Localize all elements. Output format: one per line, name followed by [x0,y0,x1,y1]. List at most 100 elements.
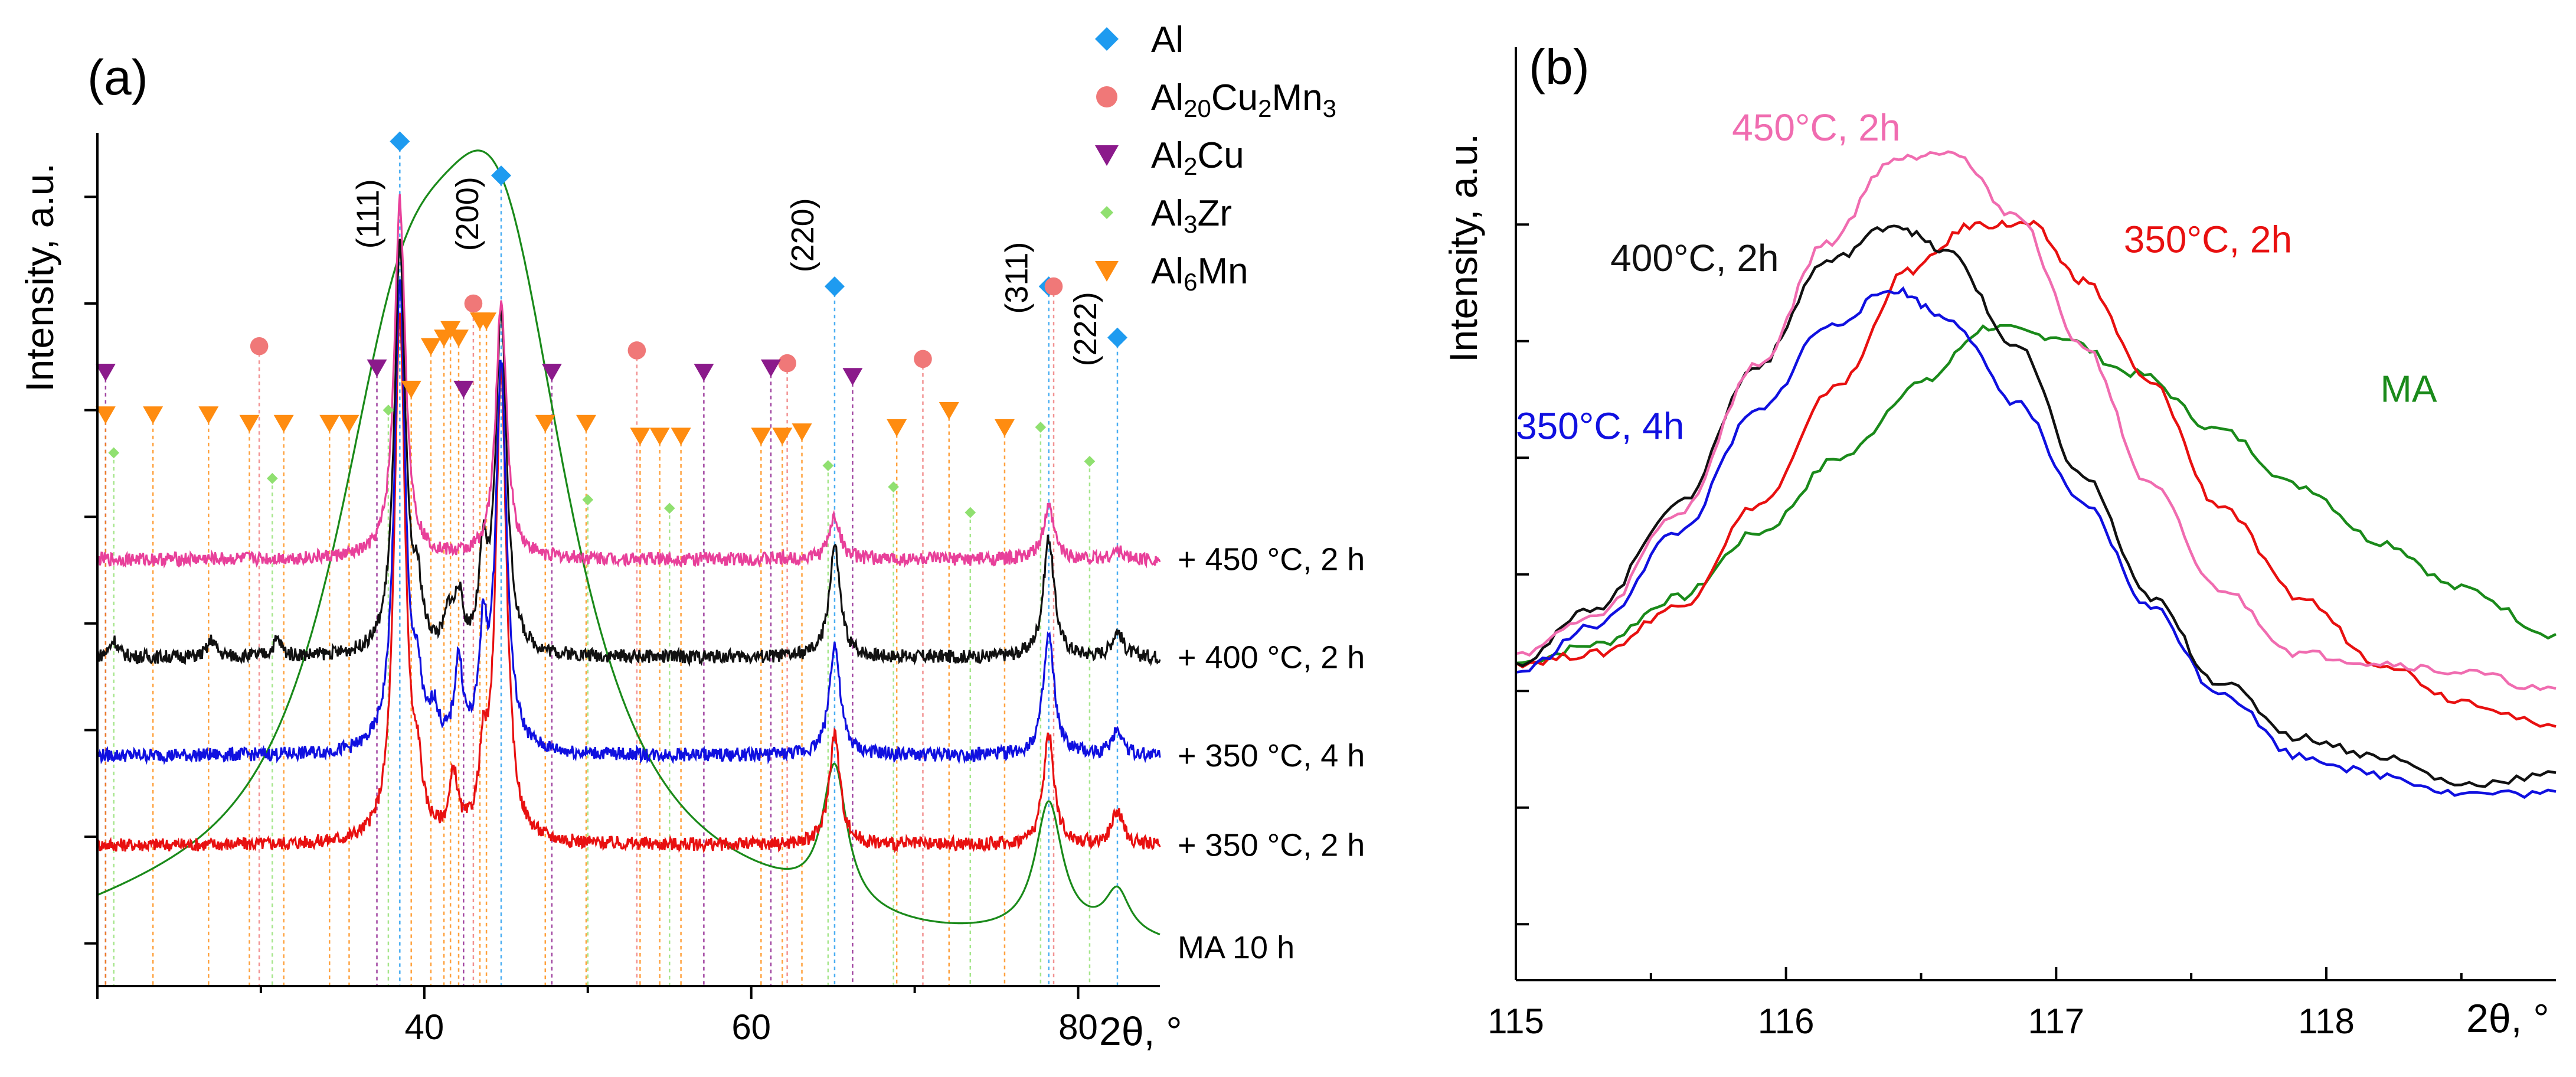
phase-marker [476,312,497,331]
intensity-line [1515,286,2557,799]
miller-index-label: (311) [999,242,1035,314]
phase-markers [95,27,1127,518]
legend-label: Al2Cu [1151,135,1244,180]
miller-index-label: (220) [785,198,820,272]
x-tick-label: 117 [2028,1001,2084,1041]
miller-index-labels: (111) (200) (220) (311) (222) [350,177,1103,366]
phase-marker [649,427,670,446]
legend-marker [1096,86,1117,107]
panel-a-axes: 40 60 80 [84,133,1160,1047]
series-label: MA [2381,367,2437,410]
phase-marker [778,354,796,373]
legend-marker [1095,261,1119,282]
panel-b: (b) Intensity, a.u. 2θ, ° MA 350°C, 2h 350… [1441,39,2557,1041]
panel-b-y-axis-label: Intensity, a.u. [1441,133,1485,363]
phase-marker [760,359,781,377]
panel-a-series-labels: MA 10 h + 350 °C, 2 h + 350 °C, 4 h + 400 °… [1178,542,1365,965]
phase-marker [582,494,594,505]
legend-marker [1095,145,1119,166]
intensity-line [1515,224,2557,788]
series-label: + 350 °C, 4 h [1178,738,1365,774]
phase-marker [663,502,675,514]
spectrum-line [96,279,1161,765]
phase-marker [250,337,269,355]
phase-marker [888,481,899,493]
phase-marker [367,359,387,377]
panel-a-x-axis-label: 2θ, ° [1099,1009,1182,1054]
spectrum-line [96,194,1161,569]
phase-marker [420,338,441,356]
legend-marker [1100,206,1113,219]
phase-marker [630,427,650,446]
phase-marker [266,472,278,484]
phase-marker [1044,277,1063,296]
x-tick-label: 80 [1058,1007,1098,1047]
phase-marker [694,364,714,381]
panel-b-label: (b) [1529,39,1590,94]
series-label: 450°C, 2h [1732,106,1900,149]
phase-marker [464,294,483,313]
phase-marker [453,380,474,399]
x-tick-label: 115 [1488,1001,1544,1041]
phase-marker [491,165,511,186]
phase-marker [1107,327,1127,348]
miller-index-label: (111) [350,179,385,249]
phase-marker [842,368,863,386]
phase-marker [671,427,691,446]
phase-marker [994,419,1015,437]
panel-a-label: (a) [87,50,148,105]
phase-marker [627,341,646,360]
phase-marker [914,350,932,368]
miller-index-label: (200) [450,177,485,251]
phase-marker [390,131,410,152]
series-label: 400°C, 2h [1610,237,1779,279]
phase-marker [822,460,834,471]
phase-marker [383,404,394,416]
legend-marker [1095,27,1119,51]
spectrum-line [96,239,1161,667]
phase-legend: Al Al20Cu2Mn3 Al2Cu Al3Zr Al6Mn [1151,19,1336,296]
phase-marker [319,415,340,433]
phase-marker [339,415,359,433]
phase-marker [239,415,260,433]
panel-b-series [1515,150,2557,799]
spectrum-line [96,312,1161,854]
phase-marker [449,329,469,347]
legend-label: Al3Zr [1151,193,1232,238]
phase-marker [1035,422,1047,433]
legend-label: Al20Cu2Mn3 [1151,77,1336,122]
phase-marker [576,415,596,433]
legend-label: Al [1151,19,1184,60]
intensity-line [1515,219,2557,728]
phase-marker [198,406,219,424]
phase-marker [887,419,907,437]
phase-marker [535,415,555,433]
x-tick-label: 116 [1758,1001,1815,1041]
series-label: 350°C, 4h [1516,405,1684,448]
phase-marker [401,380,421,399]
panel-b-series-labels: MA 350°C, 2h 350°C, 4h 400°C, 2h 450°C, 2h [1516,106,2437,448]
panel-b-axes: 115 116 117 118 [1488,47,2556,1041]
series-label: + 450 °C, 2 h [1178,542,1365,577]
phase-marker [273,415,294,433]
phase-marker [143,406,164,424]
panel-a-series [96,149,1161,936]
series-label: + 350 °C, 2 h [1178,828,1365,863]
series-label: 350°C, 2h [2124,218,2292,261]
x-tick-label: 40 [404,1007,444,1047]
phase-marker [95,406,116,424]
series-label: MA 10 h [1178,930,1294,965]
series-label: + 400 °C, 2 h [1178,640,1365,675]
phase-marker [792,423,812,441]
phase-marker [939,402,959,420]
phase-marker [1084,455,1096,467]
miller-index-label: (222) [1068,292,1103,366]
phase-marker [751,427,772,446]
phase-marker [108,447,120,459]
panel-b-x-axis-label: 2θ, ° [2466,996,2549,1041]
phase-marker [824,276,845,297]
spectrum-line [97,149,1160,936]
intensity-line [1515,150,2557,691]
intensity-line [1515,324,2557,665]
